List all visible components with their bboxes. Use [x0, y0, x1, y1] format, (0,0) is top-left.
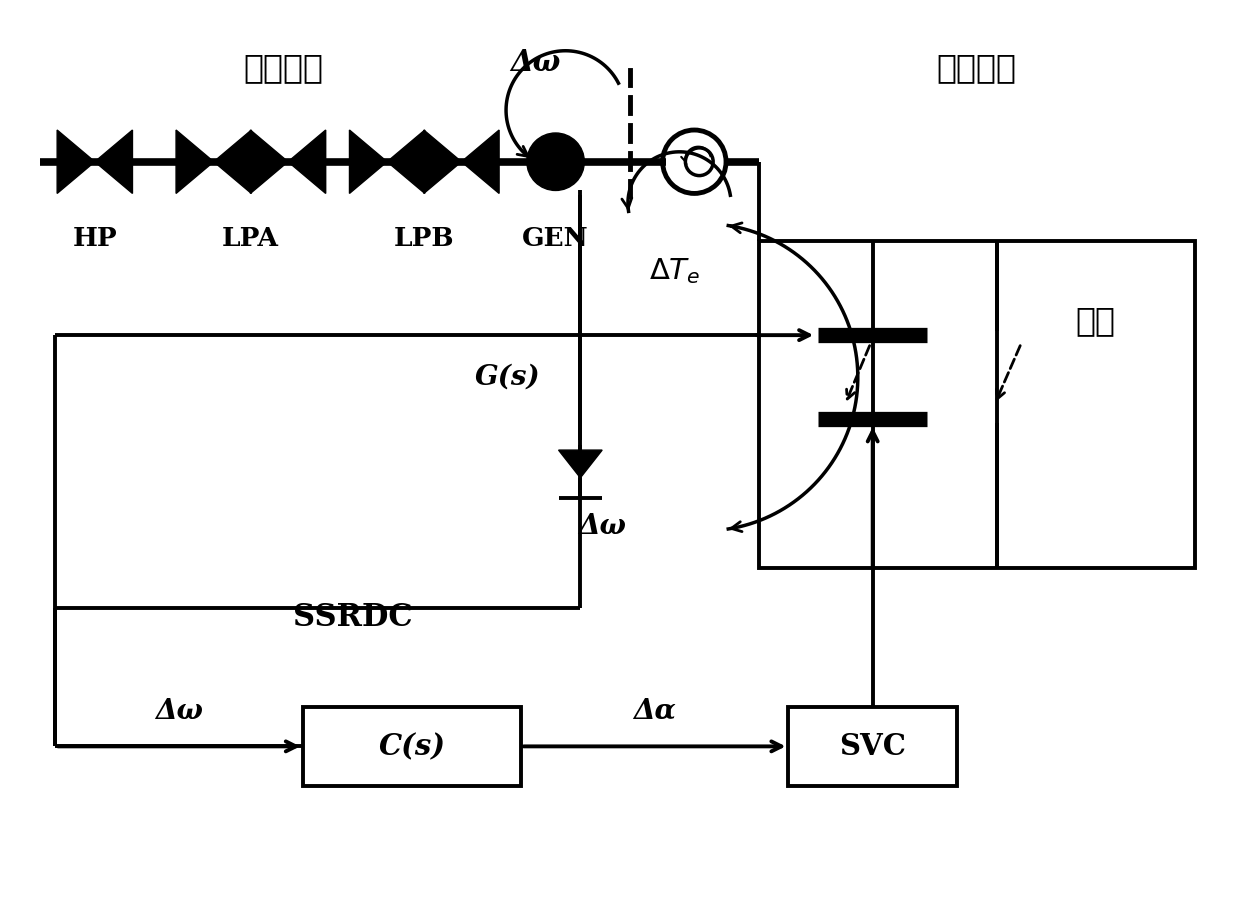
Bar — [789, 707, 957, 786]
Text: Δω: Δω — [578, 513, 626, 539]
Text: HP: HP — [72, 226, 117, 251]
Circle shape — [527, 133, 584, 190]
Text: 电气部分: 电气部分 — [936, 51, 1017, 84]
Text: 机械部分: 机械部分 — [243, 51, 324, 84]
Text: Δω: Δω — [511, 48, 560, 77]
Polygon shape — [176, 130, 213, 193]
Polygon shape — [94, 130, 133, 193]
Text: G(s): G(s) — [475, 364, 541, 391]
Text: C(s): C(s) — [378, 732, 445, 761]
Polygon shape — [558, 450, 603, 478]
Text: LPB: LPB — [393, 226, 454, 251]
Text: SVC: SVC — [839, 732, 906, 761]
Text: 电网: 电网 — [1075, 304, 1116, 336]
Polygon shape — [350, 130, 387, 193]
Polygon shape — [57, 130, 94, 193]
Bar — [303, 707, 521, 786]
Text: LPA: LPA — [222, 226, 279, 251]
Polygon shape — [424, 130, 461, 193]
Text: $\Delta T_e$: $\Delta T_e$ — [649, 255, 701, 286]
Polygon shape — [213, 130, 252, 193]
Polygon shape — [387, 130, 425, 193]
Text: GEN: GEN — [522, 226, 589, 251]
Text: SSRDC: SSRDC — [293, 602, 412, 633]
Polygon shape — [461, 130, 500, 193]
Text: Δω: Δω — [155, 698, 203, 724]
Polygon shape — [250, 130, 288, 193]
Polygon shape — [288, 130, 326, 193]
Bar — [759, 241, 1195, 568]
Text: Δα: Δα — [634, 698, 676, 724]
